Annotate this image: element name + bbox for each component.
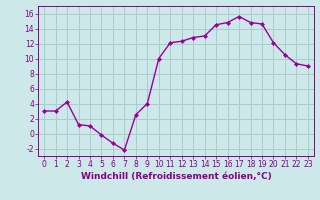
X-axis label: Windchill (Refroidissement éolien,°C): Windchill (Refroidissement éolien,°C): [81, 172, 271, 181]
